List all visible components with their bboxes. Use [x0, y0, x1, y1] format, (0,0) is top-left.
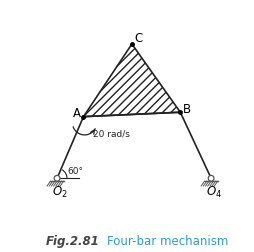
Text: B: B [182, 103, 190, 116]
Text: A: A [73, 106, 81, 119]
Polygon shape [83, 45, 180, 117]
Text: $O_4$: $O_4$ [205, 184, 221, 199]
Text: Four-bar mechanism: Four-bar mechanism [107, 234, 228, 247]
Circle shape [208, 176, 213, 181]
Text: $O_2$: $O_2$ [51, 184, 67, 199]
Text: 20 rad/s: 20 rad/s [92, 129, 129, 138]
Text: C: C [134, 32, 142, 45]
Circle shape [54, 176, 60, 181]
Text: Fig.2.81: Fig.2.81 [46, 234, 99, 247]
Text: 60°: 60° [67, 166, 83, 175]
